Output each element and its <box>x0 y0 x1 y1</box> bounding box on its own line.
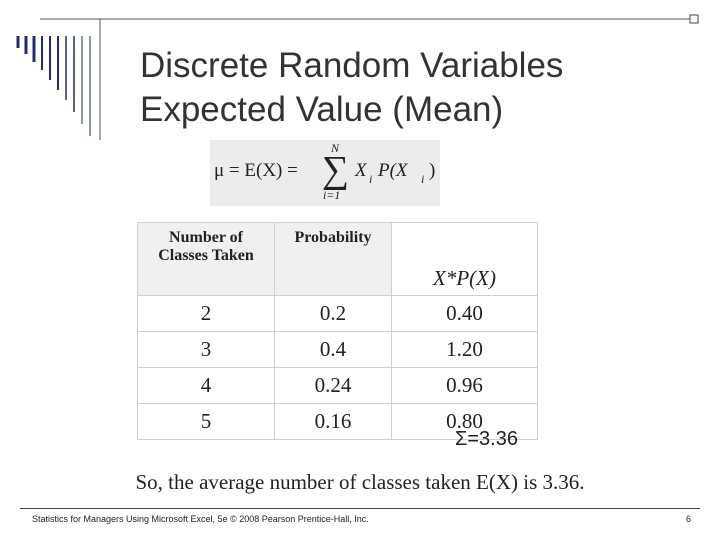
table-cell: 0.96 <box>391 367 538 404</box>
table-cell: 5 <box>137 403 275 440</box>
formula-text: X <box>355 160 367 181</box>
header-line: Number of <box>169 229 243 246</box>
title-line: Discrete Random Variables <box>140 46 564 85</box>
header-cell: Number of Classes Taken <box>137 222 275 296</box>
header-line: X*P(X) <box>433 266 496 290</box>
table-row: 3 0.4 1.20 <box>137 331 538 368</box>
footer-rule <box>20 508 700 509</box>
table-row: 4 0.24 0.96 <box>137 367 538 404</box>
table-row: 2 0.2 0.40 <box>137 295 538 332</box>
formula-text: i=1 <box>323 188 341 202</box>
header-cell: Probability <box>274 222 392 296</box>
formula-text: i <box>421 172 425 186</box>
table-cell: 2 <box>137 295 275 332</box>
decoration <box>16 14 699 140</box>
formula: μ = E(X) = N ∑ i=1 X i P(X i ) <box>210 140 440 206</box>
table-cell: 0.16 <box>274 403 392 440</box>
table-row: 5 0.16 0.80 <box>137 403 538 440</box>
formula-text: ) <box>429 160 436 181</box>
page-number: 6 <box>686 514 692 524</box>
table-cell: 4 <box>137 367 275 404</box>
formula-text: μ = E(X) = <box>214 160 298 181</box>
header-cell: X*P(X) <box>391 222 538 296</box>
header-line: Classes Taken <box>158 247 254 264</box>
formula-text: i <box>369 172 373 186</box>
table-cell: 0.80 <box>391 403 538 440</box>
table-cell: 0.40 <box>391 295 538 332</box>
table-cell: 1.20 <box>391 331 538 368</box>
table-cell: 3 <box>137 331 275 368</box>
footer-source: Statistics for Managers Using Microsoft … <box>32 514 369 524</box>
formula-text: P(X <box>378 160 408 181</box>
formula-text: N <box>331 141 340 155</box>
header-line: Probability <box>294 229 372 246</box>
table-cell: 0.24 <box>274 367 392 404</box>
table-cell: 0.4 <box>274 331 392 368</box>
sum: Σ=3.36 <box>455 428 518 450</box>
table: Number of Classes Taken Probability X*P(X… <box>137 222 538 440</box>
table-cell: 0.2 <box>274 295 392 332</box>
formula-text: ∑ <box>322 149 350 191</box>
title-line: Expected Value (Mean) <box>140 90 504 129</box>
conclusion: So, the average number of classes taken … <box>135 470 585 494</box>
